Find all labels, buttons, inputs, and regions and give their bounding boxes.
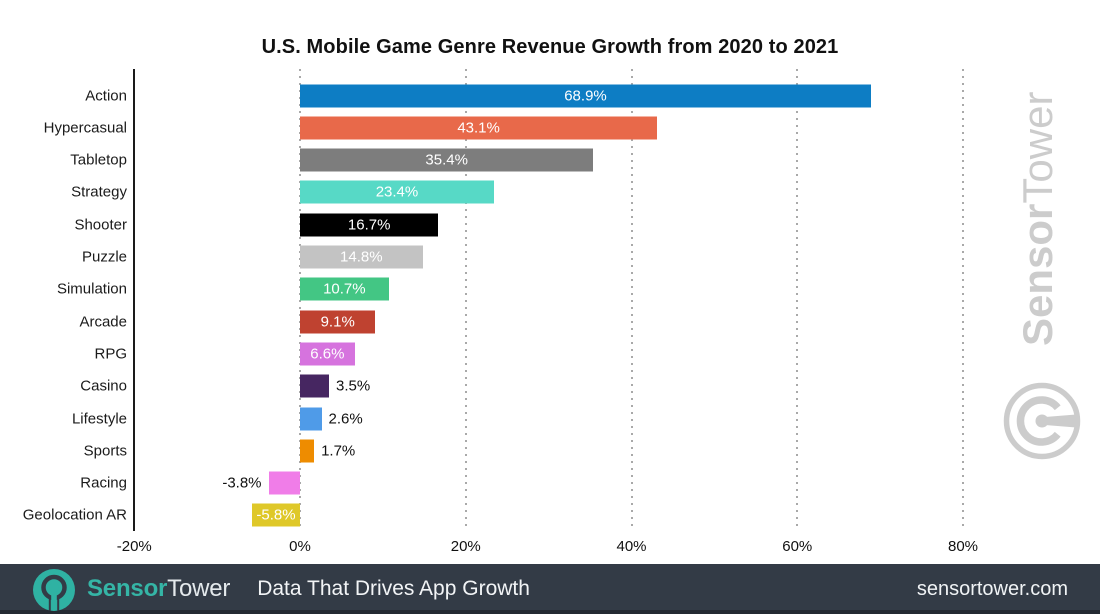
gridline [962,69,964,531]
x-tick-label: -20% [116,538,152,555]
gridline [464,69,467,531]
bar-value-label: 6.6% [310,345,345,363]
category-label: Simulation [56,280,127,298]
category-label: Puzzle [81,248,127,266]
bar [300,407,322,430]
footer-brand-bold: Sensor [87,575,168,602]
bar-value-label: 43.1% [457,119,500,137]
footer-website: sensortower.com [916,577,1068,600]
bar-value-label: 3.5% [336,377,371,395]
bar-value-label: 9.1% [320,313,355,331]
category-label: Strategy [71,183,127,201]
category-label: Shooter [74,216,127,234]
bar-value-label: 1.7% [321,442,356,460]
gridline [796,69,799,531]
x-tick-label: 40% [616,538,647,555]
bar [300,439,315,463]
category-label: Geolocation AR [22,506,127,524]
gridline [630,69,633,531]
bar-value-label: 68.9% [564,87,607,104]
bar-value-label: -3.8% [222,474,262,492]
category-label: Racing [80,474,127,492]
category-label: Hypercasual [43,119,127,137]
bar: 10.7% [300,277,389,301]
category-label: Action [85,87,127,104]
bar: 43.1% [300,116,658,140]
category-label: Sports [83,442,127,460]
category-label: Casino [80,377,127,395]
bar: 6.6% [300,342,355,366]
watermark-brand-bold: Sensor [1014,203,1061,346]
footer-brand: SensorTower [87,575,230,603]
watermark-brand-light: Tower [1014,91,1061,204]
y-axis-line [133,69,136,531]
x-tick-label: 20% [450,538,481,555]
bar: -5.8% [251,503,300,527]
x-tick-label: 80% [947,538,979,555]
watermark-brand: SensorTower [1014,92,1061,346]
bar: 9.1% [300,310,376,334]
x-tick-label: 0% [289,538,311,555]
bar: 23.4% [300,180,494,204]
footer-tagline: Data That Drives App Growth [257,577,530,600]
bar: 68.9% [300,84,871,107]
bar: 35.4% [300,148,594,172]
footer-brand-light: Tower [167,575,231,602]
watermark-logo-icon [1003,382,1081,460]
footer-bar: SensorTower Data That Drives App Growth … [0,564,1100,614]
bar-value-label: -5.8% [256,506,296,524]
bar-value-label: 35.4% [425,151,468,169]
category-label: Arcade [79,313,127,331]
bar-value-label: 10.7% [323,280,366,298]
bar-value-label: 16.7% [347,216,391,234]
category-label: RPG [94,345,127,363]
bar: 16.7% [300,213,439,237]
bar-value-label: 14.8% [340,248,383,266]
chart-title: U.S. Mobile Game Genre Revenue Growth fr… [261,36,839,58]
bar [300,374,329,398]
bar [268,471,300,495]
sensortower-logo-icon [33,568,75,611]
bar-value-label: 2.6% [328,410,363,427]
category-label: Tabletop [70,151,127,169]
bar-value-label: 23.4% [375,183,419,201]
x-tick-label: 60% [782,538,813,555]
category-label: Lifestyle [71,410,127,427]
bar: 14.8% [300,245,423,269]
